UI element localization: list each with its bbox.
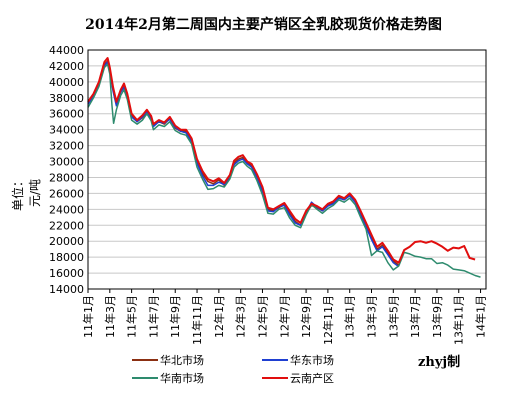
legend-item-huabei: 华北市场 <box>132 352 204 368</box>
x-tick-label: 13年7月 <box>408 295 422 338</box>
x-tick-label: 13年5月 <box>386 295 400 338</box>
y-tick-label: 30000 <box>49 156 84 169</box>
y-tick-label: 16000 <box>49 267 84 280</box>
legend-item-yunnan: 云南产区 <box>262 370 334 386</box>
legend-swatch-yunnan <box>262 377 288 379</box>
legend-label-huadong: 华东市场 <box>290 354 334 367</box>
legend-swatch-huabei <box>132 359 158 361</box>
x-tick-label: 13年3月 <box>365 295 379 338</box>
x-tick-label: 12年3月 <box>234 295 248 338</box>
y-tick-label: 34000 <box>49 124 84 137</box>
x-tick-label: 13年9月 <box>430 295 444 338</box>
y-tick-labels: 14000 16000 18000 20000 22000 24000 26000 28000… <box>49 44 84 296</box>
legend-item-huanan: 华南市场 <box>132 370 204 386</box>
x-tick-label: 13年11月 <box>452 295 466 345</box>
y-tick-label: 24000 <box>49 203 84 216</box>
x-tick-label: 13年1月 <box>343 295 357 338</box>
legend-swatch-huadong <box>262 359 288 361</box>
legend-swatch-huanan <box>132 377 158 379</box>
y-tick-label: 14000 <box>49 283 84 296</box>
x-tick-labels: 11年1月 11年3月 11年5月 11年7月 11年9月 11年11月 12年1月 12年3… <box>81 289 488 345</box>
y-tick-label: 38000 <box>49 92 84 105</box>
x-tick-label: 11年3月 <box>103 295 117 338</box>
y-tick-label: 20000 <box>49 235 84 248</box>
y-tick-label: 40000 <box>49 76 84 89</box>
grid-lines <box>88 49 486 290</box>
legend-label-huanan: 华南市场 <box>160 372 204 385</box>
credit-text: zhyj制 <box>418 355 461 370</box>
x-tick-label: 11年5月 <box>125 295 139 338</box>
y-tick-label: 28000 <box>49 171 84 184</box>
legend-label-huabei: 华北市场 <box>160 354 204 367</box>
series-line-2 <box>87 63 481 278</box>
series-lines <box>87 57 481 278</box>
y-tick-label: 36000 <box>49 108 84 121</box>
y-tick-label: 22000 <box>49 219 84 232</box>
legend: 华北市场 华东市场 华南市场 云南产区 <box>132 352 392 388</box>
y-tick-label: 26000 <box>49 187 84 200</box>
x-tick-label: 12年9月 <box>299 295 313 338</box>
legend-item-huadong: 华东市场 <box>262 352 334 368</box>
x-tick-label: 12年5月 <box>255 295 269 338</box>
x-tick-label: 12年1月 <box>212 295 226 338</box>
y-tick-label: 32000 <box>49 140 84 153</box>
plot-border <box>87 49 487 290</box>
y-tick-label: 42000 <box>49 60 84 73</box>
y-tick-label: 18000 <box>49 251 84 264</box>
series-line-3 <box>87 57 476 264</box>
y-tick-label: 44000 <box>49 44 84 57</box>
x-tick-label: 11年7月 <box>146 295 160 338</box>
series-line-1 <box>87 61 400 268</box>
chart-title: 2014年2月第二周国内主要产销区全乳胶现货价格走势图 <box>85 17 442 33</box>
x-tick-label: 12年11月 <box>321 295 335 345</box>
x-tick-label: 11年9月 <box>168 295 182 338</box>
legend-label-yunnan: 云南产区 <box>290 372 334 385</box>
x-tick-label: 11年1月 <box>81 295 95 338</box>
x-tick-label: 11年11月 <box>190 295 204 345</box>
x-tick-label: 12年7月 <box>277 295 291 338</box>
x-tick-label: 14年1月 <box>474 295 488 338</box>
